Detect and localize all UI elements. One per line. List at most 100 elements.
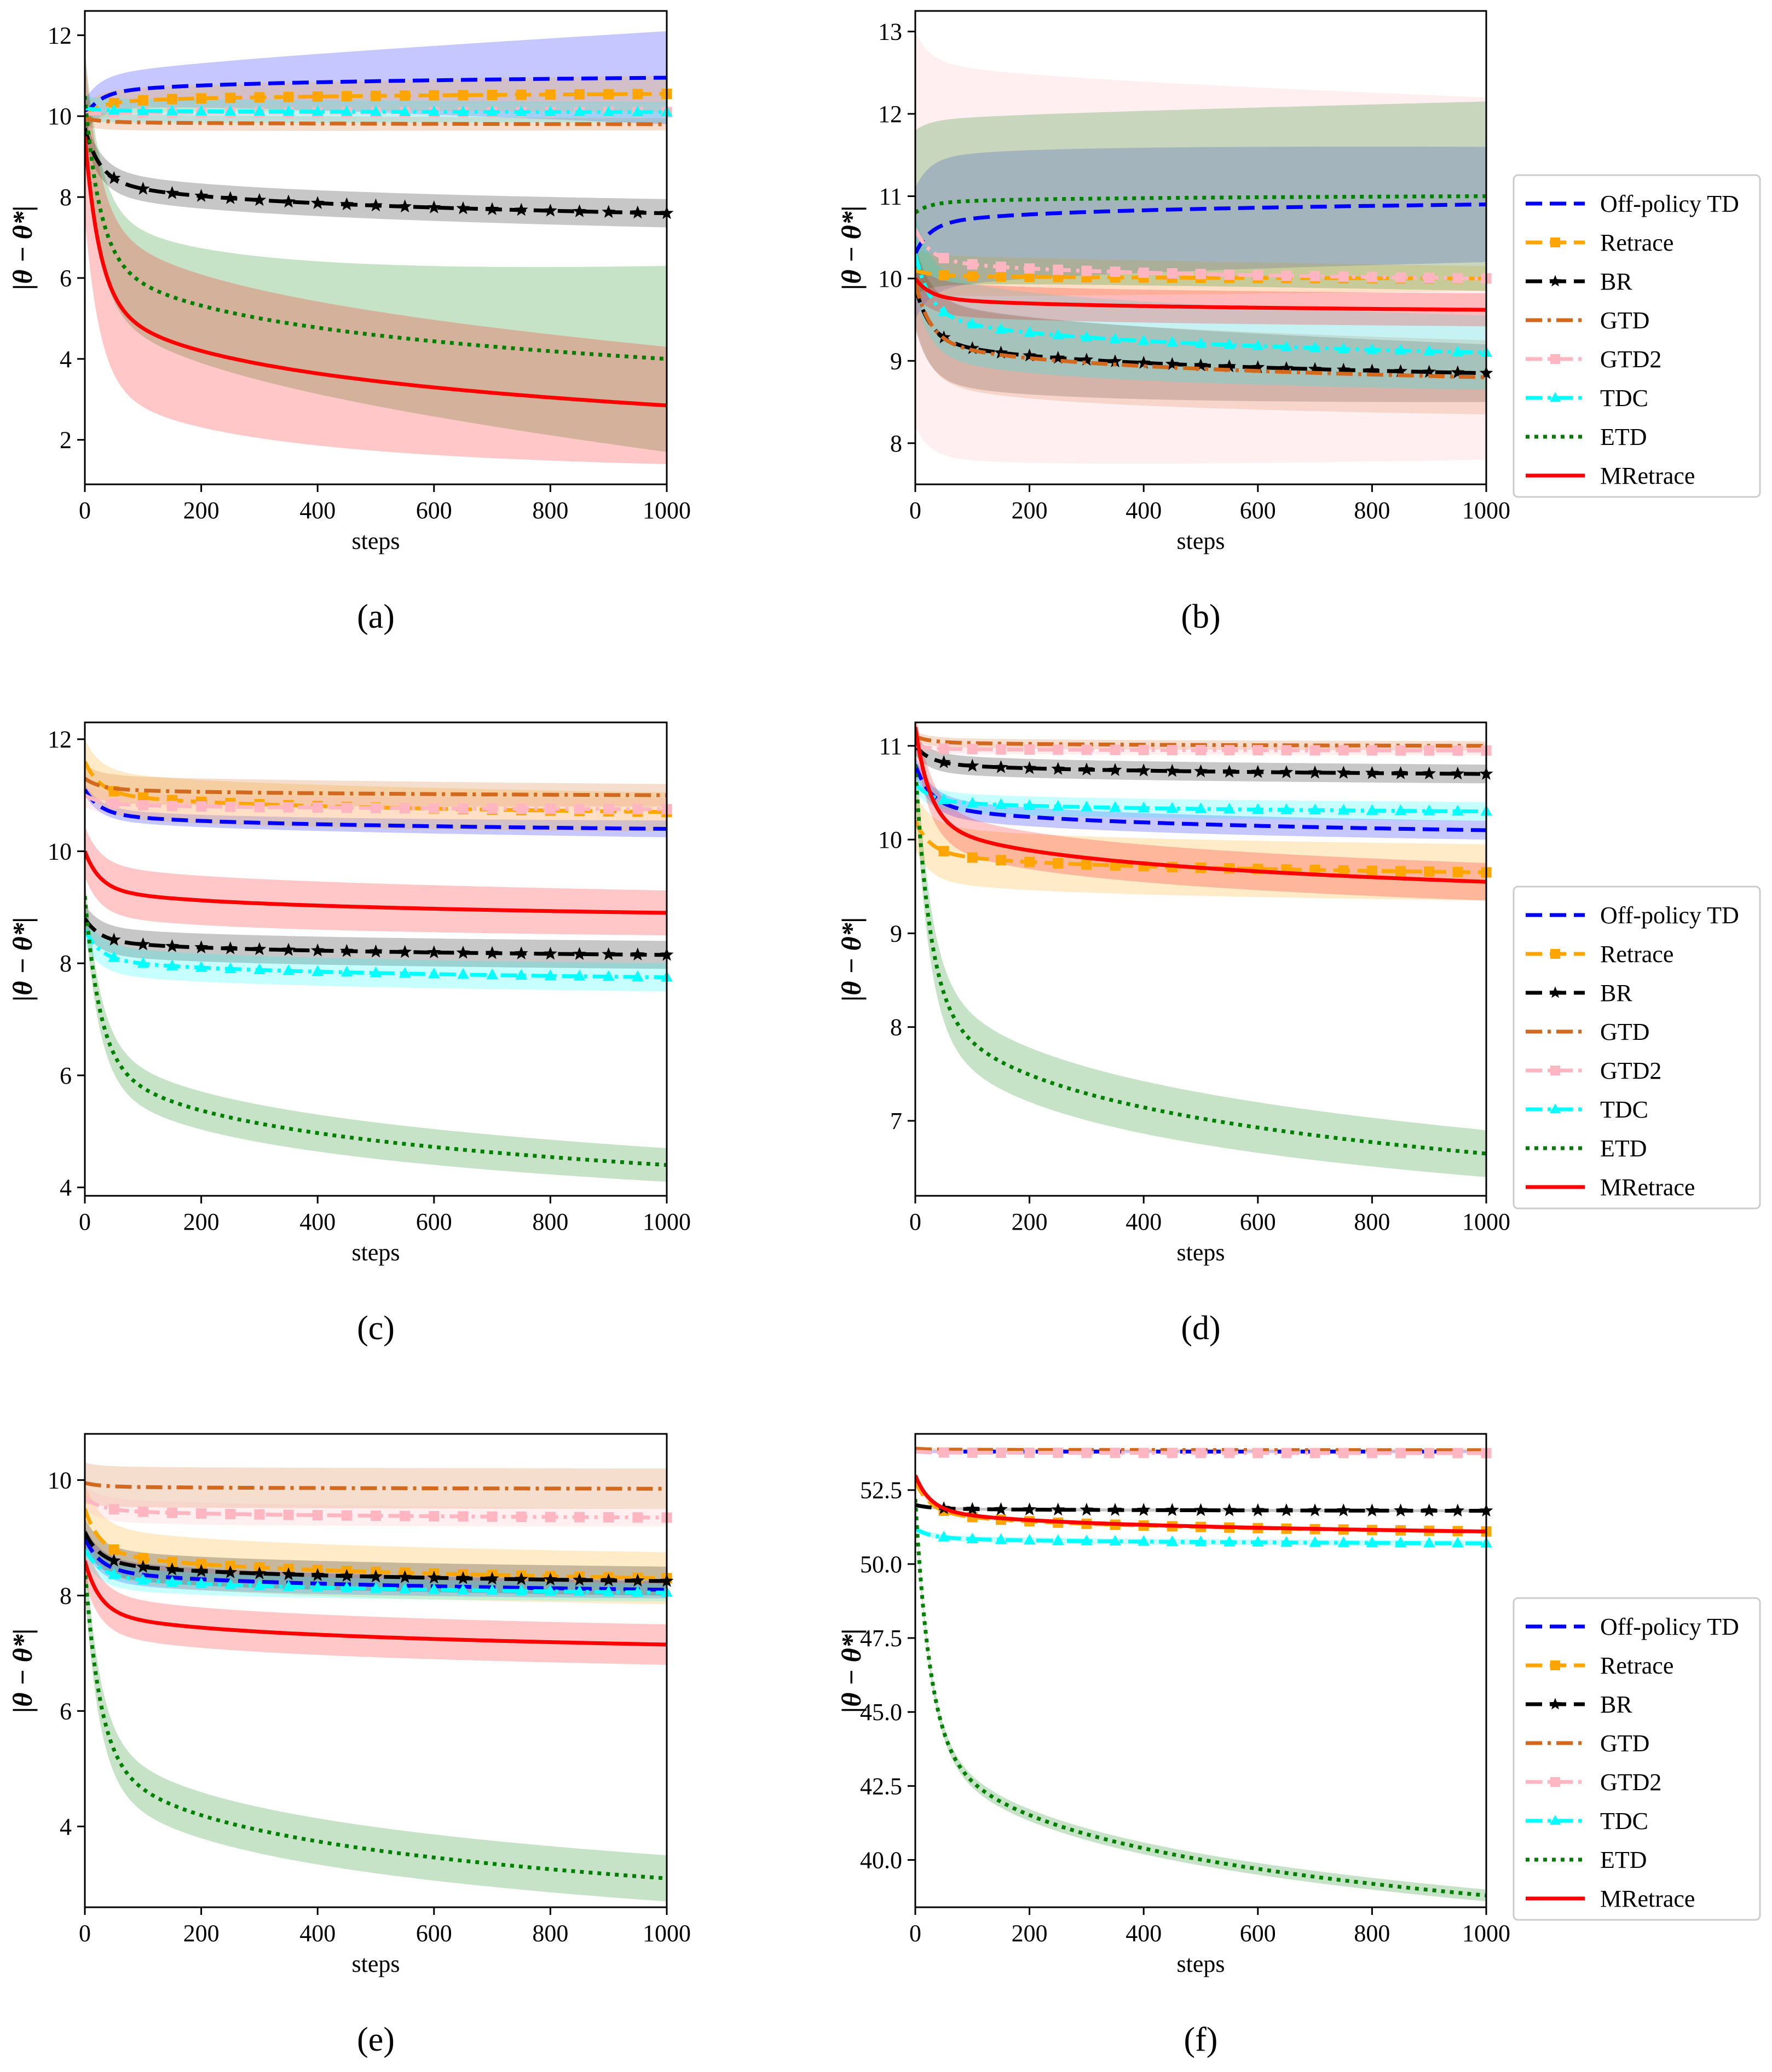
panel-a-marker-tdc bbox=[340, 105, 353, 116]
panel-c-marker-br bbox=[281, 942, 296, 956]
panel-e-marker-tdc bbox=[166, 1576, 178, 1587]
panel-d-line-br bbox=[915, 744, 1486, 776]
panel-d-marker-br bbox=[1165, 763, 1179, 777]
panel-d-marker-tdc bbox=[1223, 802, 1236, 814]
panel-e-ytick-label: 8 bbox=[60, 1582, 72, 1609]
panel-b-ytick-label: 11 bbox=[879, 183, 902, 210]
panel-e-marker-gtd2 bbox=[574, 1512, 585, 1523]
legend-label-etd: ETD bbox=[1600, 424, 1647, 450]
panel-c-marker-br bbox=[485, 946, 499, 959]
panel-f-line-mretrace bbox=[915, 1474, 1486, 1533]
panel-e-marker-br bbox=[369, 1569, 383, 1583]
panel-c-marker-br bbox=[165, 939, 179, 952]
panel-e-marker-gtd2 bbox=[283, 1509, 294, 1520]
panel-a-marker-tdc bbox=[399, 105, 411, 116]
panel-e-ylabel: |θ − θ*| bbox=[7, 1628, 38, 1712]
legend-label-tdc: TDC bbox=[1600, 385, 1648, 412]
panel-e-marker-tdc bbox=[515, 1584, 527, 1595]
panel-c-marker-br bbox=[427, 945, 441, 958]
panel-c-marker-tdc bbox=[370, 966, 382, 977]
panel-c-ytick-label: 10 bbox=[48, 838, 72, 865]
legend-marker-br bbox=[1549, 1698, 1562, 1710]
panel-e-line-off-policy-td bbox=[85, 1537, 667, 1592]
panel-f-marker-gtd2 bbox=[1309, 1448, 1320, 1458]
panel-b-line-off-policy-td bbox=[915, 202, 1486, 255]
panel-e-marker-tdc bbox=[486, 1584, 498, 1595]
panel-c-marker-gtd2 bbox=[632, 803, 643, 814]
panel-e-marker-br bbox=[107, 1553, 121, 1567]
panel-f-line-tdc bbox=[915, 1526, 1486, 1546]
panel-e-marker-tdc bbox=[282, 1580, 295, 1591]
legend-marker-gtd2 bbox=[1550, 354, 1560, 364]
panel-a-marker-retrace bbox=[225, 92, 236, 103]
panel-f-xtick-label: 200 bbox=[1012, 1920, 1048, 1947]
panel-b-ytick-label: 9 bbox=[890, 348, 902, 374]
legend-label-etd: ETD bbox=[1600, 1847, 1647, 1873]
panel-f-marker-tdc bbox=[1423, 1536, 1435, 1548]
panel-c-marker-gtd2 bbox=[603, 803, 614, 814]
panel-c-marker-tdc bbox=[137, 957, 149, 968]
legend-label-br: BR bbox=[1600, 1691, 1632, 1718]
panel-f-xtick-label: 0 bbox=[909, 1920, 921, 1947]
panel-c-marker-br bbox=[310, 943, 325, 957]
panel-e-xtick-label: 0 bbox=[79, 1920, 91, 1947]
panel-d-ytick-label: 8 bbox=[890, 1014, 902, 1041]
panel-a-ylabel: |θ − θ*| bbox=[7, 205, 38, 290]
legend-marker-retrace bbox=[1550, 949, 1560, 959]
panel-a-ytick-label: 4 bbox=[60, 346, 72, 373]
panel-e-marker-br bbox=[631, 1573, 645, 1587]
panel-e-marker-tdc bbox=[457, 1583, 469, 1595]
panel-c-marker-gtd2 bbox=[137, 800, 148, 811]
panel-a-marker-br bbox=[456, 201, 470, 215]
panel-f-marker-tdc bbox=[938, 1531, 950, 1542]
panel-e-line-gtd bbox=[85, 1481, 667, 1491]
panel-c-ytick-label: 8 bbox=[60, 950, 72, 977]
panel-d-marker-gtd2 bbox=[1281, 745, 1292, 756]
panel-a-marker-tdc bbox=[224, 105, 236, 116]
panel-f-legend: Off-policy TD Retrace BR GTD GTD2 TDC ETD MRetr… bbox=[1513, 1597, 1761, 1921]
legend-box bbox=[1513, 885, 1761, 1209]
panel-e-marker-br bbox=[485, 1571, 499, 1585]
panel-f-marker-gtd2 bbox=[938, 1447, 949, 1458]
legend-label-retrace: Retrace bbox=[1600, 1652, 1673, 1679]
panel-d-label: (d) bbox=[1181, 1310, 1220, 1347]
panel-b-marker-gtd2 bbox=[995, 262, 1006, 273]
panel-e-band-etd bbox=[85, 1543, 667, 1902]
panel-f-marker-gtd2 bbox=[1138, 1448, 1149, 1458]
panel-f-marker-tdc bbox=[1452, 1537, 1464, 1548]
panel-f-xlabel: steps bbox=[1177, 1951, 1225, 1977]
panel-a-marker-br bbox=[165, 186, 179, 199]
panel-f-marker-gtd2 bbox=[1252, 1448, 1263, 1458]
panel-f-marker-tdc bbox=[1194, 1535, 1207, 1547]
panel-b-marker-tdc bbox=[938, 305, 950, 316]
panel-e-marker-tdc bbox=[311, 1581, 324, 1592]
panel-e-marker-gtd2 bbox=[632, 1512, 643, 1523]
panel-f-marker-br bbox=[1336, 1503, 1350, 1517]
panel-c-marker-gtd2 bbox=[545, 803, 556, 814]
panel-d-marker-gtd2 bbox=[1167, 745, 1178, 755]
panel-d-marker-br bbox=[1365, 766, 1379, 779]
panel-a-marker-tdc bbox=[311, 105, 324, 116]
panel-c-marker-gtd2 bbox=[196, 801, 207, 812]
panel-e-marker-gtd2 bbox=[545, 1512, 556, 1523]
panel-b-marker-br bbox=[1080, 352, 1094, 366]
panel-f-marker-tdc bbox=[1280, 1536, 1292, 1547]
panel-e-marker-br bbox=[165, 1562, 179, 1576]
panel-b-marker-gtd2 bbox=[1167, 268, 1178, 279]
panel-c-marker-gtd2 bbox=[429, 803, 440, 814]
panel-d-marker-gtd2 bbox=[1110, 744, 1121, 755]
panel-a-marker-tdc bbox=[515, 105, 527, 117]
panel-a-marker-br bbox=[310, 196, 325, 209]
panel-b-marker-gtd2 bbox=[1053, 264, 1064, 275]
panel-e-ytick-label: 6 bbox=[60, 1698, 72, 1724]
panel-f-marker-br bbox=[1023, 1502, 1037, 1515]
panel-e-xtick-label: 800 bbox=[532, 1920, 568, 1947]
panel-e-marker-br bbox=[456, 1571, 470, 1584]
panel-d-marker-retrace bbox=[995, 855, 1006, 866]
panel-e-marker-gtd2 bbox=[429, 1510, 440, 1521]
panel-c-marker-br bbox=[194, 940, 209, 953]
panel-e-marker-tdc bbox=[224, 1578, 236, 1589]
panel-f-marker-tdc bbox=[1023, 1533, 1036, 1545]
panel-d-ylabel: |θ − θ*| bbox=[836, 917, 867, 1001]
